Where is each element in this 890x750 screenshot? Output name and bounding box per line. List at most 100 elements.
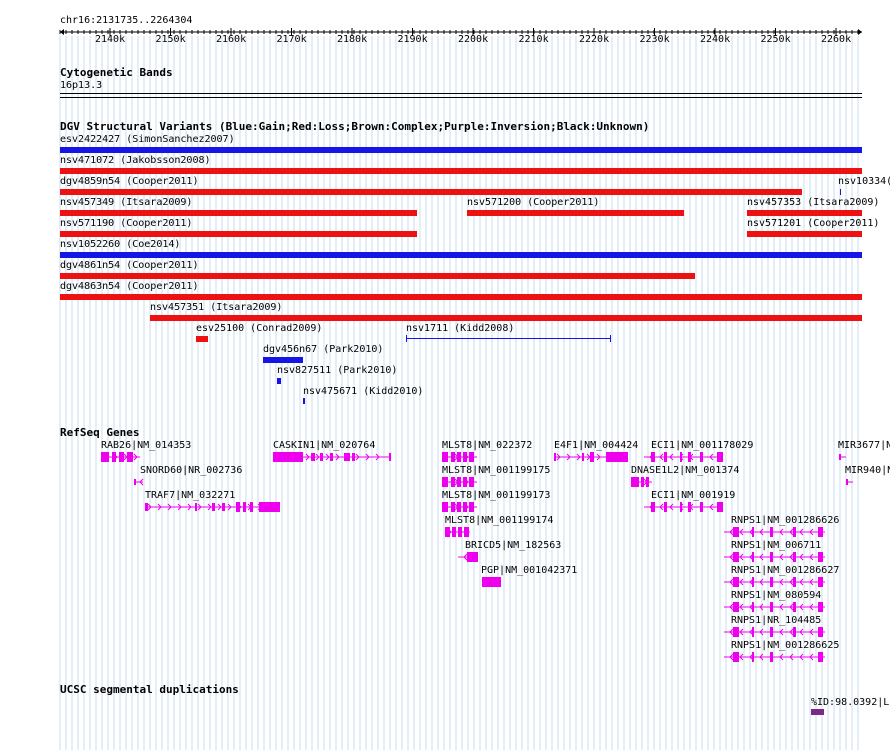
gene-model[interactable] (724, 602, 825, 612)
gene-model[interactable] (442, 502, 477, 512)
dgv-variant-bar[interactable] (196, 336, 208, 342)
cytoband-track-title[interactable]: Cytogenetic Bands (60, 66, 173, 79)
ruler-tick-label: 2180k (337, 34, 368, 45)
gene-model[interactable] (101, 452, 140, 462)
ruler-tick-label: 2250k (760, 34, 791, 45)
dgv-variant-bar[interactable] (406, 338, 611, 339)
dgv-variant-bar[interactable] (60, 168, 862, 174)
segdup-feature[interactable] (811, 709, 824, 715)
strand-chevron-icon (355, 453, 360, 461)
ruler-tick-label: 2140k (95, 34, 126, 45)
dgv-variant-bar[interactable] (60, 147, 862, 153)
strand-chevron-icon (729, 553, 734, 561)
dgv-variant-bar[interactable] (840, 189, 841, 195)
strand-chevron-icon (325, 453, 330, 461)
gene-exon (344, 453, 350, 461)
dgv-variant-label: nsv1711 (Kidd2008) (406, 323, 515, 334)
gene-exon (680, 502, 682, 512)
dgv-variant-bar[interactable] (303, 398, 305, 404)
strand-chevron-icon (739, 628, 744, 636)
gene-exon (818, 527, 823, 537)
gene-exon (457, 477, 461, 487)
dgv-variant-bar[interactable] (60, 231, 417, 237)
gene-model[interactable] (554, 452, 628, 462)
ruler (59, 28, 862, 36)
gene-model[interactable] (724, 652, 825, 662)
gene-label: BRICD5|NM_182563 (465, 540, 562, 551)
dgv-variant-label: nsv571190 (Cooper2011) (60, 218, 193, 229)
gene-model[interactable] (724, 577, 825, 587)
gene-model[interactable] (134, 478, 144, 486)
strand-chevron-icon (759, 603, 764, 611)
gene-label: RNPS1|NM_001286627 (731, 565, 840, 576)
refseq-track-title[interactable]: RefSeq Genes (60, 426, 140, 439)
gene-model[interactable] (644, 452, 724, 462)
dgv-variant-label: esv2422427 (SimonSanchez2007) (60, 134, 235, 145)
strand-chevron-icon (789, 553, 794, 561)
gene-model[interactable] (644, 502, 724, 512)
gene-model[interactable] (442, 477, 477, 487)
strand-chevron-icon (799, 528, 804, 536)
dgv-variant-bar[interactable] (60, 273, 695, 279)
dgv-variant-bar[interactable] (747, 210, 862, 216)
dgv-variant-bar[interactable] (277, 378, 281, 384)
gene-exon (733, 552, 739, 562)
gene-exon (457, 502, 461, 512)
strand-chevron-icon (147, 503, 152, 511)
gene-exon (717, 452, 723, 462)
gene-model[interactable] (631, 477, 652, 487)
strand-chevron-icon (739, 578, 744, 586)
strand-chevron-icon (779, 578, 784, 586)
dgv-variant-bar[interactable] (60, 294, 862, 300)
gene-label: RNPS1|NR_104485 (731, 615, 822, 626)
gene-model[interactable] (442, 452, 477, 462)
strand-chevron-icon (197, 503, 202, 511)
gene-label: RNPS1|NM_001286626 (731, 515, 840, 526)
gene-exon (222, 503, 225, 511)
strand-chevron-icon (789, 628, 794, 636)
cytoband-line[interactable] (60, 93, 862, 94)
gene-exon (793, 577, 796, 587)
dgv-variant-bar[interactable] (150, 315, 862, 321)
ruler-tick-label: 2210k (518, 34, 549, 45)
gene-label: MLST8|NM_001199173 (442, 490, 551, 501)
dgv-variant-bar[interactable] (747, 231, 862, 237)
gene-model[interactable] (445, 527, 470, 537)
gene-model[interactable] (846, 479, 853, 485)
ruler-tick-label: 2240k (700, 34, 731, 45)
dgv-variant-bar[interactable] (60, 210, 417, 216)
strand-chevron-icon (566, 453, 571, 461)
gene-exon (752, 602, 754, 612)
gene-model[interactable] (839, 454, 846, 460)
dgv-variant-label: esv25100 (Conrad2009) (196, 323, 323, 334)
dgv-variant-end-tick (610, 335, 611, 342)
strand-chevron-icon (305, 453, 310, 461)
gene-exon (451, 477, 455, 487)
dgv-variant-bar[interactable] (60, 189, 802, 195)
gene-model[interactable] (458, 552, 478, 562)
gene-exon (554, 453, 556, 461)
gene-exon (752, 527, 754, 537)
gene-model[interactable] (724, 527, 825, 537)
dgv-variant-bar[interactable] (263, 357, 303, 363)
dgv-track-title[interactable]: DGV Structural Variants (Blue:Gain;Red:L… (60, 120, 650, 133)
gene-model[interactable] (273, 452, 391, 462)
gene-model[interactable] (724, 627, 825, 637)
strand-chevron-icon (779, 553, 784, 561)
ruler-tick-label: 2220k (579, 34, 610, 45)
gene-model[interactable] (482, 577, 501, 587)
gene-model[interactable] (145, 502, 280, 512)
dgv-variant-bar[interactable] (60, 252, 862, 258)
gene-exon (273, 452, 303, 462)
gene-exon (818, 552, 823, 562)
dgv-variant-bar[interactable] (467, 210, 684, 216)
gene-exon (733, 527, 739, 537)
gene-model[interactable] (724, 552, 825, 562)
dgv-variant-label: nsv457349 (Itsara2009) (60, 197, 193, 208)
gene-exon (651, 452, 655, 462)
segdup-track-title[interactable]: UCSC segmental duplications (60, 683, 239, 696)
ruler-tick-label: 2260k (821, 34, 852, 45)
strand-chevron-icon (709, 503, 714, 511)
strand-chevron-icon (759, 553, 764, 561)
